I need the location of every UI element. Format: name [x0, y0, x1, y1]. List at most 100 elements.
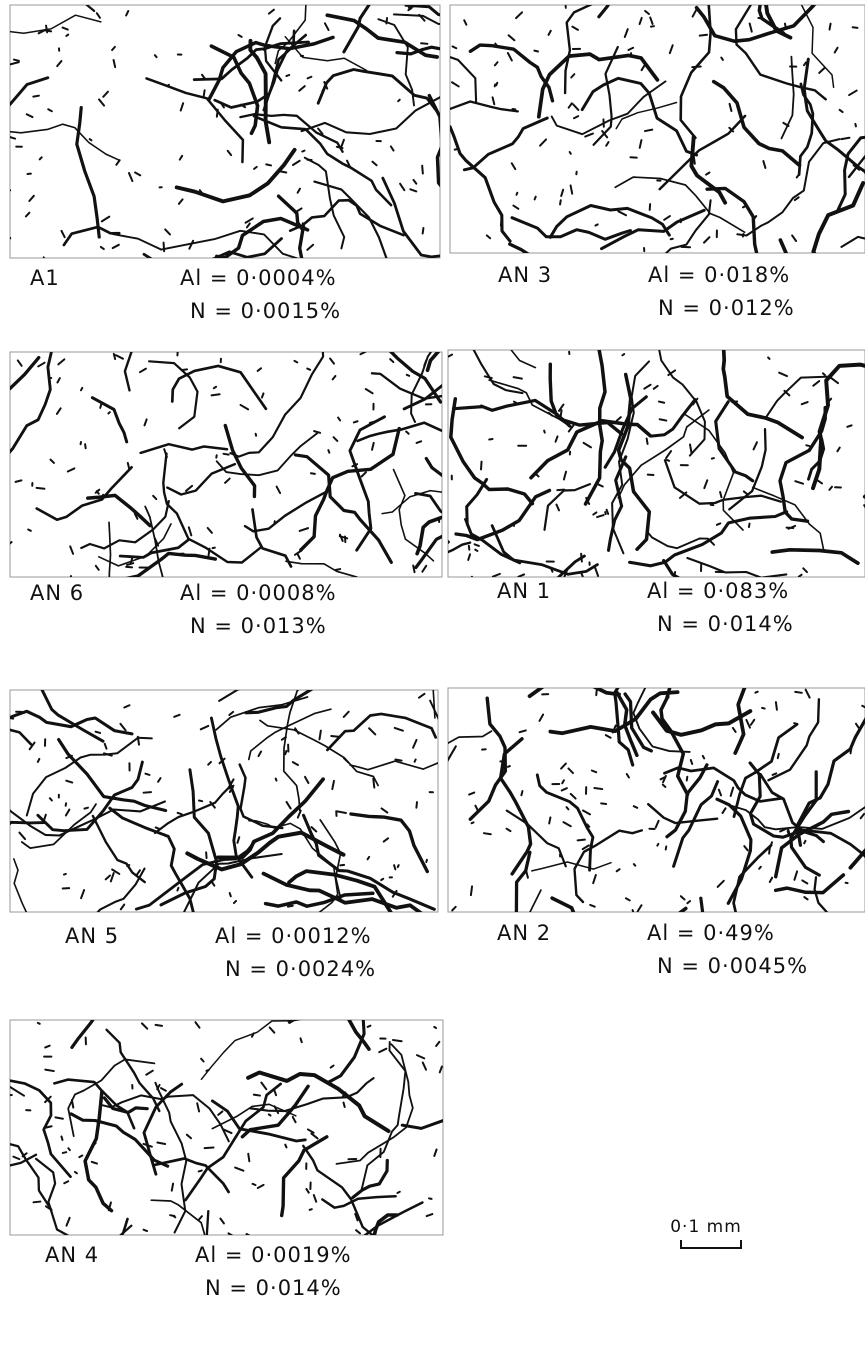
nitrogen-content: N = 0·012%	[658, 296, 795, 320]
precipitate-speck	[164, 243, 165, 252]
precipitate-speck	[501, 219, 502, 226]
precipitate-speck	[481, 462, 482, 470]
precipitate-speck	[601, 803, 606, 804]
precipitate-speck	[472, 822, 474, 823]
precipitate-speck	[806, 445, 809, 446]
sample-label: A1	[30, 266, 60, 290]
precipitate-speck	[794, 723, 796, 724]
scale-bar-label: 0·1 mm	[670, 1217, 742, 1237]
sample-label: AN 4	[45, 1243, 99, 1267]
precipitate-speck	[286, 75, 289, 76]
micrograph-frame	[450, 5, 865, 253]
precipitate-speck	[694, 156, 695, 164]
precipitate-speck	[557, 490, 564, 491]
sample-label: AN 5	[65, 924, 119, 948]
precipitate-speck	[209, 549, 210, 556]
precipitate-speck	[423, 228, 424, 234]
aluminium-content: Al = 0·018%	[648, 263, 790, 287]
precipitate-speck	[633, 910, 634, 913]
precipitate-speck	[302, 151, 304, 152]
precipitate-speck	[667, 460, 669, 461]
precipitate-speck	[776, 702, 777, 710]
nitrogen-content: N = 0·014%	[205, 1276, 342, 1300]
precipitate-speck	[578, 840, 585, 841]
precipitate-speck	[397, 1192, 399, 1193]
precipitate-speck	[322, 89, 323, 91]
precipitate-speck	[37, 488, 45, 489]
precipitate-speck	[343, 1103, 344, 1107]
precipitate-speck	[516, 193, 517, 195]
precipitate-speck	[354, 421, 358, 422]
precipitate-speck	[475, 550, 477, 551]
precipitate-speck	[288, 906, 293, 907]
precipitate-speck	[386, 18, 387, 23]
precipitate-speck	[319, 731, 320, 740]
precipitate-speck	[471, 886, 472, 895]
precipitate-speck	[660, 419, 667, 420]
precipitate-speck	[206, 1070, 208, 1071]
micrograph	[427, 0, 865, 388]
aluminium-content: Al = 0·0019%	[195, 1243, 352, 1267]
precipitate-speck	[85, 808, 88, 809]
precipitate-speck	[128, 463, 129, 469]
precipitate-speck	[28, 530, 31, 531]
precipitate-speck	[455, 149, 459, 150]
micrograph-frame	[448, 350, 865, 577]
precipitate-speck	[164, 834, 166, 836]
precipitate-speck	[720, 492, 721, 497]
precipitate-speck	[851, 747, 852, 753]
precipitate-speck	[310, 1209, 312, 1210]
precipitate-speck	[647, 439, 648, 444]
precipitate-speck	[749, 524, 750, 528]
precipitate-speck	[413, 566, 414, 573]
precipitate-speck	[72, 1100, 73, 1108]
precipitate-speck	[269, 1114, 271, 1115]
micrograph	[0, 599, 510, 965]
precipitate-speck	[797, 176, 799, 178]
precipitate-speck	[63, 1152, 66, 1153]
precipitate-speck	[144, 1230, 148, 1231]
aluminium-content: Al = 0·083%	[647, 579, 789, 603]
precipitate-speck	[85, 444, 86, 448]
precipitate-speck	[144, 792, 151, 793]
precipitate-speck	[841, 138, 849, 139]
precipitate-speck	[212, 394, 220, 395]
precipitate-speck	[762, 708, 765, 709]
precipitate-speck	[90, 139, 92, 140]
micrograph-frame	[10, 1020, 443, 1235]
aluminium-content: Al = 0·49%	[647, 921, 775, 945]
precipitate-speck	[398, 865, 399, 867]
precipitate-speck	[199, 800, 202, 801]
precipitate-speck	[68, 1148, 70, 1150]
precipitate-speck	[561, 410, 562, 417]
nitrogen-content: N = 0·014%	[657, 612, 794, 636]
precipitate-speck	[14, 60, 19, 61]
micrograph-frame	[448, 688, 865, 912]
precipitate-speck	[496, 83, 497, 85]
precipitate-speck	[182, 369, 187, 370]
precipitate-speck	[262, 393, 264, 397]
precipitate-speck	[622, 354, 624, 355]
precipitate-speck	[594, 788, 602, 789]
precipitate-speck	[285, 1145, 286, 1148]
precipitate-speck	[534, 51, 538, 52]
scale-bar	[681, 1240, 741, 1248]
nitrogen-content: N = 0·0045%	[657, 954, 808, 978]
precipitate-speck	[398, 100, 400, 102]
precipitate-speck	[45, 1070, 54, 1071]
precipitate-speck	[156, 1025, 162, 1026]
precipitate-speck	[581, 554, 582, 562]
precipitate-speck	[254, 1095, 260, 1096]
nitrogen-content: N = 0·0015%	[190, 299, 341, 323]
precipitate-speck	[721, 58, 723, 60]
nitrogen-content: N = 0·0024%	[225, 957, 376, 981]
sample-label: AN 3	[498, 263, 552, 287]
precipitate-speck	[172, 1184, 173, 1191]
precipitate-speck	[691, 760, 692, 764]
precipitate-speck	[81, 388, 82, 390]
precipitate-speck	[700, 35, 707, 36]
precipitate-speck	[773, 773, 777, 774]
precipitate-speck	[544, 431, 545, 433]
precipitate-speck	[368, 1026, 371, 1027]
precipitate-speck	[795, 692, 802, 693]
